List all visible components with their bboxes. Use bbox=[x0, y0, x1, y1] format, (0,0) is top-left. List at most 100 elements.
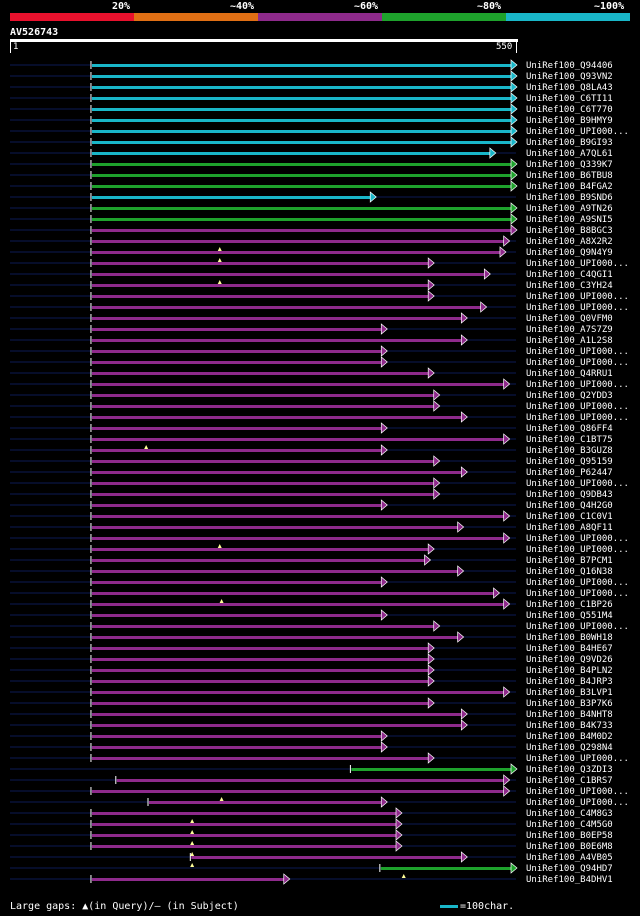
hit-bar[interactable] bbox=[91, 647, 430, 650]
hit-label[interactable]: UniRef100_Q298N4 bbox=[526, 743, 613, 753]
hit-label[interactable]: UniRef100_UPI000... bbox=[526, 358, 629, 368]
hit-row[interactable]: UniRef100_UPI000... bbox=[10, 257, 629, 269]
hit-label[interactable]: UniRef100_Q0VFM0 bbox=[526, 314, 613, 324]
hit-label[interactable]: UniRef100_UPI000... bbox=[526, 545, 629, 555]
hit-bar[interactable] bbox=[91, 581, 383, 584]
hit-row[interactable]: UniRef100_B4JRP3 bbox=[10, 675, 613, 687]
hit-row[interactable]: UniRef100_UPI000... bbox=[10, 785, 629, 801]
hit-bar[interactable] bbox=[91, 350, 383, 353]
hit-label[interactable]: UniRef100_UPI000... bbox=[526, 798, 629, 808]
hit-label[interactable]: UniRef100_C4M8G3 bbox=[526, 809, 613, 819]
hit-bar[interactable] bbox=[91, 64, 513, 67]
hit-label[interactable]: UniRef100_B4PLN2 bbox=[526, 666, 613, 676]
hit-bar[interactable] bbox=[91, 548, 430, 551]
hit-row[interactable]: UniRef100_C1C0V1 bbox=[10, 510, 613, 522]
hit-row[interactable]: UniRef100_A1L2S8 bbox=[10, 334, 613, 346]
hit-bar[interactable] bbox=[91, 394, 435, 397]
hit-row[interactable]: UniRef100_Q16N38 bbox=[10, 565, 613, 577]
hit-row[interactable]: UniRef100_B3LVP1 bbox=[10, 686, 613, 698]
hit-label[interactable]: UniRef100_C1BRS7 bbox=[526, 776, 613, 786]
hit-label[interactable]: UniRef100_UPI000... bbox=[526, 622, 629, 632]
hit-row[interactable]: UniRef100_UPI000... bbox=[10, 532, 629, 548]
hit-row[interactable]: UniRef100_C6T770 bbox=[10, 103, 613, 115]
hit-label[interactable]: UniRef100_P62447 bbox=[526, 468, 613, 478]
hit-row[interactable]: UniRef100_UPI000... bbox=[10, 345, 629, 357]
hit-label[interactable]: UniRef100_Q339K7 bbox=[526, 160, 613, 170]
hit-label[interactable]: UniRef100_B3P7K6 bbox=[526, 699, 613, 709]
hit-row[interactable]: UniRef100_UPI000... bbox=[10, 477, 629, 489]
hit-label[interactable]: UniRef100_A8QF11 bbox=[526, 523, 613, 533]
hit-label[interactable]: UniRef100_A7S7Z9 bbox=[526, 325, 613, 335]
hit-row[interactable]: UniRef100_Q4H2G0 bbox=[10, 499, 613, 511]
hit-label[interactable]: UniRef100_Q94HD7 bbox=[526, 864, 613, 874]
hit-bar[interactable] bbox=[91, 196, 372, 199]
hit-row[interactable]: UniRef100_B0E6M8 bbox=[10, 840, 613, 856]
hit-row[interactable]: UniRef100_UPI000... bbox=[10, 752, 629, 764]
hit-label[interactable]: UniRef100_UPI000... bbox=[526, 127, 629, 137]
hit-label[interactable]: UniRef100_A9SNI5 bbox=[526, 215, 613, 225]
hit-row[interactable]: UniRef100_A8X2R2 bbox=[10, 235, 613, 251]
hit-label[interactable]: UniRef100_UPI000... bbox=[526, 413, 629, 423]
hit-bar[interactable] bbox=[91, 317, 463, 320]
hit-row[interactable]: UniRef100_UPI000... bbox=[10, 301, 629, 313]
hit-bar[interactable] bbox=[91, 328, 383, 331]
hit-label[interactable]: UniRef100_B0E6M8 bbox=[526, 842, 613, 852]
hit-label[interactable]: UniRef100_Q93VN2 bbox=[526, 72, 613, 82]
hit-label[interactable]: UniRef100_C3YH24 bbox=[526, 281, 613, 291]
hit-label[interactable]: UniRef100_B9HMY9 bbox=[526, 116, 613, 126]
hit-label[interactable]: UniRef100_B8BGC3 bbox=[526, 226, 613, 236]
hit-row[interactable]: UniRef100_Q551M4 bbox=[10, 609, 613, 621]
hit-row[interactable]: UniRef100_P62447 bbox=[10, 466, 613, 478]
hit-row[interactable]: UniRef100_Q298N4 bbox=[10, 741, 613, 753]
hit-bar[interactable] bbox=[91, 141, 513, 144]
hit-bar[interactable] bbox=[91, 251, 501, 254]
hit-label[interactable]: UniRef100_Q9VD26 bbox=[526, 655, 613, 665]
hit-label[interactable]: UniRef100_Q95159 bbox=[526, 457, 613, 467]
hit-row[interactable]: UniRef100_B3P7K6 bbox=[10, 697, 613, 709]
hit-bar[interactable] bbox=[91, 559, 426, 562]
hit-bar[interactable] bbox=[91, 592, 495, 595]
hit-label[interactable]: UniRef100_C1BP26 bbox=[526, 600, 613, 610]
hit-label[interactable]: UniRef100_B4M0D2 bbox=[526, 732, 613, 742]
hit-bar[interactable] bbox=[91, 702, 430, 705]
hit-row[interactable]: UniRef100_A8QF11 bbox=[10, 521, 613, 533]
hit-row[interactable]: UniRef100_B3GUZ8 bbox=[10, 444, 613, 456]
hit-label[interactable]: UniRef100_B9SND6 bbox=[526, 193, 613, 203]
hit-bar[interactable] bbox=[91, 746, 383, 749]
hit-row[interactable]: UniRef100_Q2YDD3 bbox=[10, 389, 613, 401]
hit-row[interactable]: UniRef100_C6TI11 bbox=[10, 92, 613, 104]
hit-row[interactable]: UniRef100_Q93VN2 bbox=[10, 70, 613, 82]
hit-bar[interactable] bbox=[91, 493, 435, 496]
hit-bar[interactable] bbox=[91, 130, 513, 133]
hit-bar[interactable] bbox=[91, 878, 285, 881]
hit-row[interactable]: UniRef100_C3YH24 bbox=[10, 279, 613, 291]
hit-label[interactable]: UniRef100_Q9N4Y9 bbox=[526, 248, 613, 258]
hit-row[interactable]: UniRef100_B7PCM1 bbox=[10, 554, 613, 566]
hit-bar[interactable] bbox=[91, 218, 513, 221]
hit-label[interactable]: UniRef100_C6T770 bbox=[526, 105, 613, 115]
hit-bar[interactable] bbox=[91, 482, 435, 485]
hit-bar[interactable] bbox=[91, 163, 513, 166]
hit-bar[interactable] bbox=[91, 438, 505, 441]
hit-label[interactable]: UniRef100_Q86FF4 bbox=[526, 424, 613, 434]
hit-row[interactable]: UniRef100_B4NHT8 bbox=[10, 708, 613, 720]
hit-label[interactable]: UniRef100_B6TBU8 bbox=[526, 171, 613, 181]
hit-row[interactable]: UniRef100_B4FGA2 bbox=[10, 180, 613, 192]
hit-row[interactable]: UniRef100_B4M0D2 bbox=[10, 730, 613, 742]
hit-label[interactable]: UniRef100_Q4RRU1 bbox=[526, 369, 613, 379]
hit-bar[interactable] bbox=[91, 75, 513, 78]
hit-label[interactable]: UniRef100_C4M5G0 bbox=[526, 820, 613, 830]
hit-label[interactable]: UniRef100_Q16N38 bbox=[526, 567, 613, 577]
hit-label[interactable]: UniRef100_Q9DB43 bbox=[526, 490, 613, 500]
hit-row[interactable]: UniRef100_C1BT75 bbox=[10, 433, 613, 449]
hit-row[interactable]: UniRef100_Q94406 bbox=[10, 59, 613, 71]
hit-label[interactable]: UniRef100_A7QL61 bbox=[526, 149, 613, 159]
hit-bar[interactable] bbox=[91, 240, 505, 243]
hit-bar[interactable] bbox=[91, 845, 398, 848]
hit-row[interactable]: UniRef100_A9SNI5 bbox=[10, 213, 613, 225]
hit-bar[interactable] bbox=[91, 416, 463, 419]
hit-bar[interactable] bbox=[91, 427, 383, 430]
hit-label[interactable]: UniRef100_B4HE67 bbox=[526, 644, 613, 654]
hit-bar[interactable] bbox=[91, 284, 430, 287]
hit-bar[interactable] bbox=[351, 768, 512, 771]
